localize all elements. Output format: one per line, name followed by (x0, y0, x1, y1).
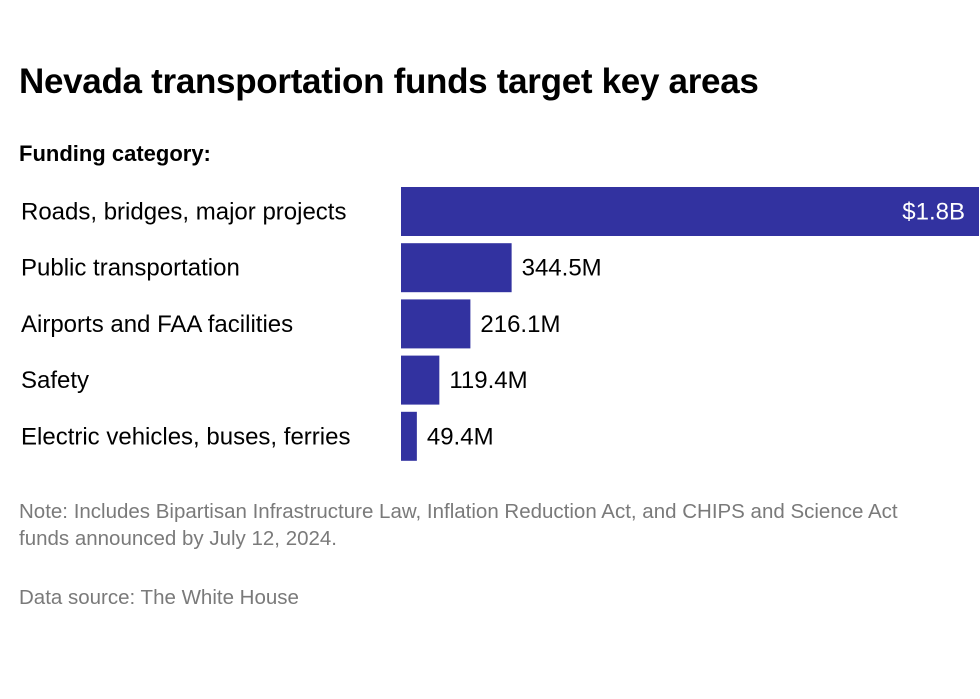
footnote: Note: Includes Bipartisan Infrastructure… (19, 500, 898, 550)
value-label: $1.8B (902, 199, 965, 226)
value-label: 49.4M (427, 423, 494, 450)
category-label: Electric vehicles, buses, ferries (21, 423, 350, 450)
bar (401, 187, 979, 236)
chart-title: Nevada transportation funds target key a… (19, 62, 759, 101)
value-label: 216.1M (480, 311, 560, 338)
value-label: 344.5M (522, 255, 602, 282)
bar (401, 355, 440, 405)
category-label: Airports and FAA facilities (21, 311, 293, 338)
value-label: 119.4M (449, 367, 527, 394)
data-source: Data source: The White House (19, 586, 299, 609)
bar (401, 243, 512, 293)
bar-chart: Roads, bridges, major projects $1.8B Publi… (21, 187, 979, 461)
category-heading: Funding category: (19, 141, 211, 166)
category-label: Public transportation (21, 255, 240, 282)
bar (401, 411, 417, 461)
category-label: Safety (21, 367, 89, 394)
bar (401, 299, 471, 349)
category-label: Roads, bridges, major projects (21, 199, 346, 226)
